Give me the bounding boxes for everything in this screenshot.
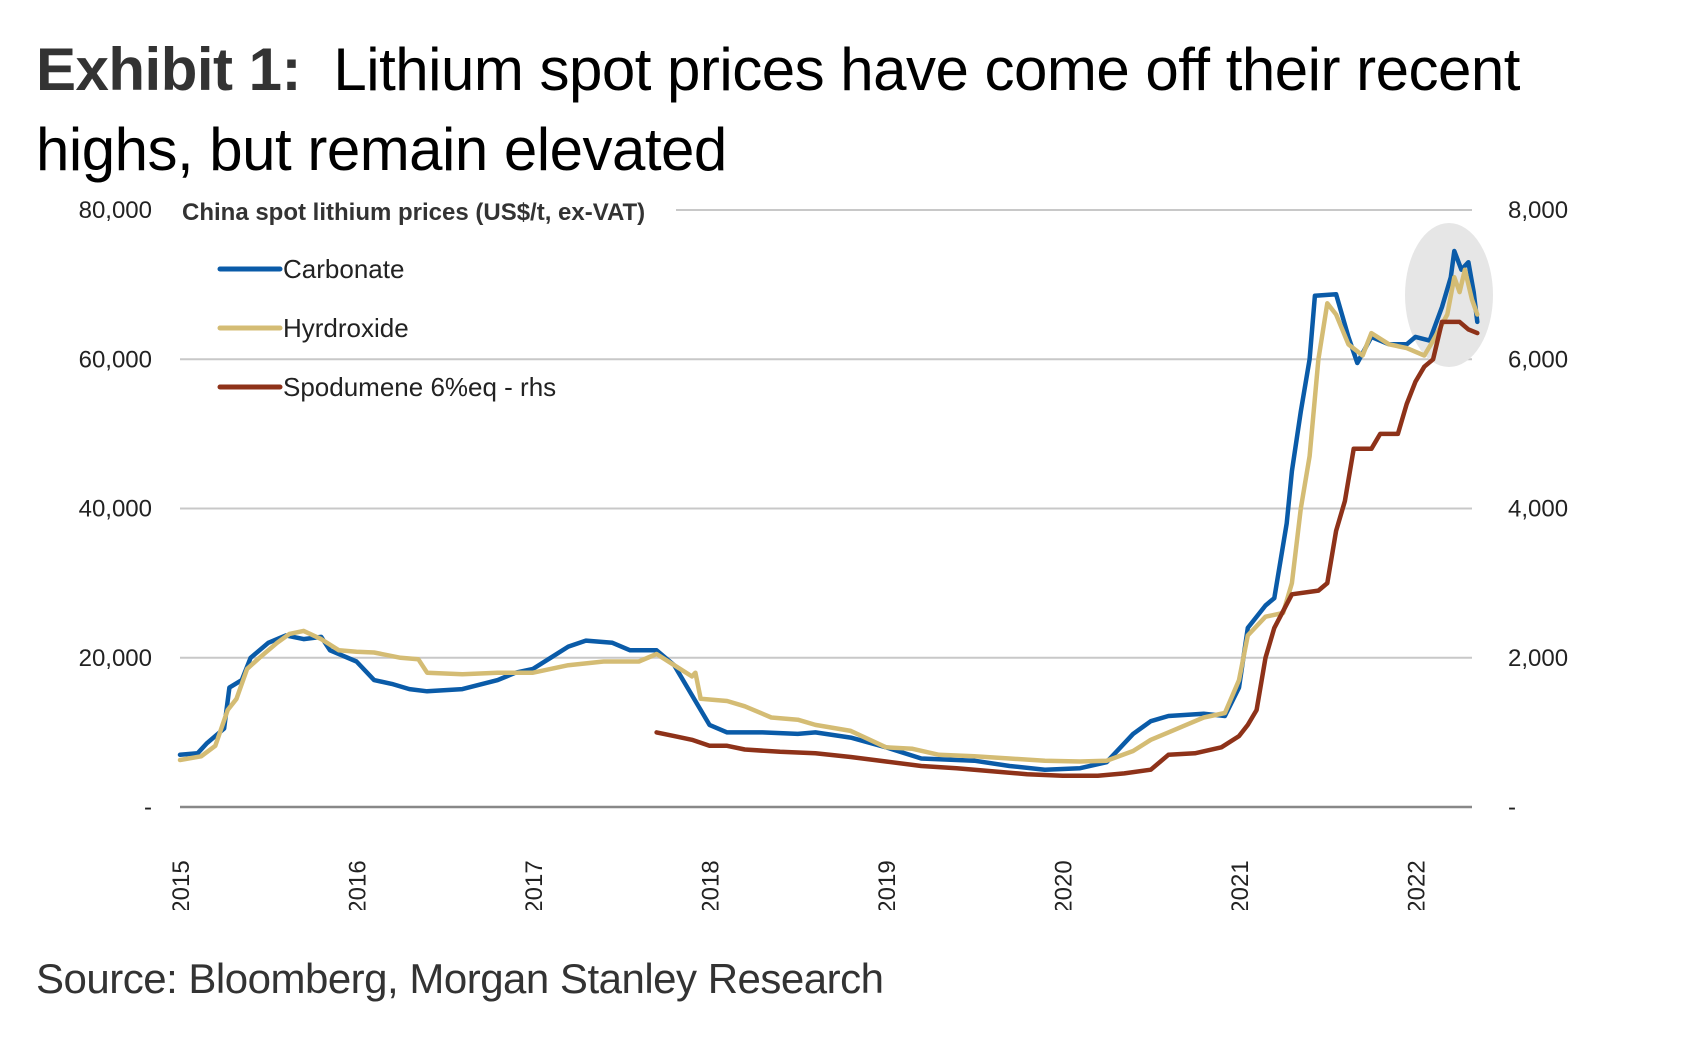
x-tick-label: 2017 <box>521 860 548 910</box>
legend-label: Spodumene 6%eq - rhs <box>283 372 556 402</box>
x-tick-label: 2016 <box>345 860 372 910</box>
legend-item: Carbonate <box>217 254 404 284</box>
y-right-tick-label: 8,000 <box>1508 197 1568 224</box>
exhibit-label: Exhibit 1: <box>36 36 302 103</box>
y-right-tick-label: 6,000 <box>1508 346 1568 373</box>
gridlines <box>180 209 1472 809</box>
y-right-tick-label: - <box>1508 794 1516 821</box>
title-text: Lithium spot prices have come off their … <box>36 36 1520 183</box>
series-line-spodumene <box>654 319 1480 778</box>
y-axis-right: - 2,000 4,000 6,000 8,000 <box>1508 197 1568 821</box>
y-left-tick-label: 40,000 <box>79 496 152 523</box>
y-left-tick-label: - <box>144 794 152 821</box>
line-chart: - 20,000 40,000 60,000 80,000 - 2,000 4,000 6,0… <box>79 190 1568 910</box>
y-axis-left: - 20,000 40,000 60,000 80,000 <box>79 197 152 821</box>
legend-label: Carbonate <box>283 254 404 284</box>
legend-label: Hyrdroxide <box>283 313 409 343</box>
x-tick-label: 2018 <box>698 860 725 910</box>
x-tick-label: 2021 <box>1227 860 1254 910</box>
series-lines <box>177 248 1480 778</box>
chart-title-bg <box>176 190 676 224</box>
legend-item: Hyrdroxide <box>217 313 409 343</box>
x-tick-label: 2015 <box>168 860 195 910</box>
y-right-tick-label: 4,000 <box>1508 496 1568 523</box>
legend: Carbonate Hyrdroxide Spodumene 6%eq - rhs <box>217 254 556 402</box>
x-tick-label: 2020 <box>1051 860 1078 910</box>
x-axis: 2015 2016 2017 2018 2019 2020 2021 2022 <box>168 860 1431 910</box>
page-title: Exhibit 1: Lithium spot prices have come… <box>36 30 1676 190</box>
legend-item: Spodumene 6%eq - rhs <box>217 372 556 402</box>
series-line-hyrdroxide <box>177 267 1480 764</box>
y-left-tick-label: 20,000 <box>79 645 152 672</box>
source-note: Source: Bloomberg, Morgan Stanley Resear… <box>36 955 884 1002</box>
y-left-tick-label: 80,000 <box>79 197 152 224</box>
y-left-tick-label: 60,000 <box>79 346 152 373</box>
x-tick-label: 2019 <box>874 860 901 910</box>
y-right-tick-label: 2,000 <box>1508 645 1568 672</box>
x-tick-label: 2022 <box>1404 860 1431 910</box>
chart-title: China spot lithium prices (US$/t, ex-VAT… <box>182 199 645 226</box>
